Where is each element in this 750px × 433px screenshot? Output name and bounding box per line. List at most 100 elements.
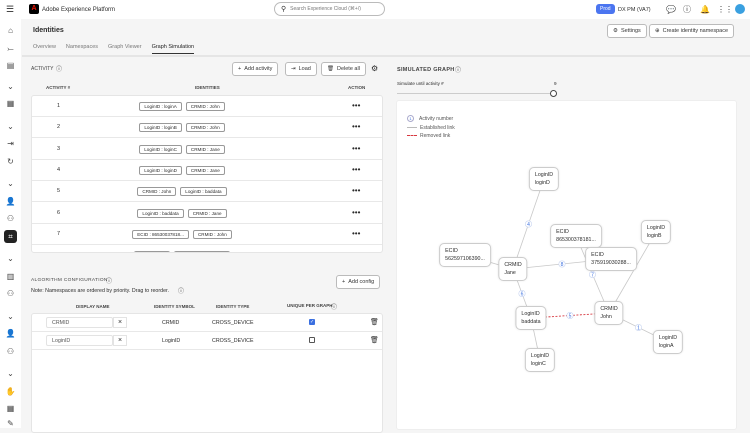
analytics-icon[interactable]: ▥	[6, 272, 15, 281]
clear-icon[interactable]: ×	[113, 317, 127, 328]
edit-icon[interactable]: ✎	[7, 419, 14, 428]
graph-node[interactable]: LoginID loginB	[640, 220, 672, 244]
identity-chip[interactable]: CRMID : John	[137, 187, 177, 197]
identity-chip[interactable]: LoginID : loginD	[139, 165, 182, 175]
help-icon[interactable]: ⓘ	[683, 5, 691, 14]
apps-grid-icon[interactable]: ⋮⋮	[717, 5, 733, 14]
graph-node[interactable]: CRMID John	[594, 301, 624, 325]
info-icon[interactable]: ⓘ	[331, 305, 338, 311]
chevron-down-icon[interactable]: ⌄	[7, 179, 14, 188]
more-actions-icon[interactable]: •••	[352, 228, 361, 238]
identity-chip[interactable]: CRMID : Jane	[187, 208, 227, 218]
activity-slider[interactable]	[397, 93, 552, 94]
identity-chip[interactable]: ECID : 86530037818...	[132, 229, 189, 239]
groups-icon[interactable]: ⚇	[6, 347, 15, 356]
sources-icon[interactable]: ▦	[6, 99, 15, 108]
graph-node[interactable]: ECID 562597106390...	[439, 243, 491, 267]
activity-table[interactable]: 1 LoginID : loginA CRMID : John ••• 2 LoginID…	[31, 95, 383, 253]
graph-node[interactable]: LoginID loginC	[524, 348, 556, 372]
add-activity-button[interactable]: + Add activity	[232, 62, 279, 76]
activity-row[interactable]: 7 ECID : 86530037818... CRMID : John •••	[32, 224, 382, 245]
more-actions-icon[interactable]: •••	[352, 207, 361, 217]
activity-row[interactable]: 4 LoginID : loginD CRMID : Jane •••	[32, 160, 382, 181]
user-icon[interactable]: 👤	[5, 329, 16, 338]
profile-icon[interactable]: 👤	[5, 197, 16, 206]
activity-row[interactable]: 3 LoginID : loginC CRMID : Jane •••	[32, 139, 382, 160]
graph-node[interactable]: ECID 375919030288...	[585, 247, 637, 271]
app-title[interactable]: Adobe Experience Platform	[42, 6, 116, 13]
audiences-icon[interactable]: ⚇	[6, 289, 15, 298]
info-icon[interactable]: ⓘ	[455, 68, 462, 74]
graph-node[interactable]: CRMID Jane	[498, 257, 528, 281]
more-actions-icon[interactable]: •••	[352, 164, 361, 174]
more-actions-icon[interactable]: •••	[352, 186, 361, 196]
identity-chip[interactable]: LoginID : baddata	[180, 187, 227, 197]
unique-checkbox[interactable]: ✓	[309, 319, 315, 325]
col-identity-symbol: IDENTITY SYMBOL	[154, 304, 195, 309]
tab-graph-simulation[interactable]: Graph Simulation	[151, 44, 195, 54]
load-button[interactable]: ⇥ Load	[285, 62, 317, 76]
activity-row[interactable]: 5 CRMID : John LoginID : baddata •••	[32, 181, 382, 203]
chevron-down-icon[interactable]: ⌄	[7, 122, 14, 131]
org-switcher[interactable]: DX PM (VA7)	[618, 6, 651, 13]
ingest-icon[interactable]: ⇥	[7, 139, 14, 148]
info-icon[interactable]: ⓘ	[56, 67, 63, 73]
clear-icon[interactable]: ×	[113, 335, 127, 346]
chevron-down-icon[interactable]: ⌄	[7, 82, 14, 91]
menu-icon[interactable]: ☰	[6, 4, 15, 14]
chevron-down-icon[interactable]: ⌄	[7, 254, 14, 263]
feedback-icon[interactable]: 💬	[666, 5, 676, 14]
settings-button[interactable]: ⚙ Settings	[607, 24, 647, 38]
tab-overview[interactable]: Overview	[33, 44, 56, 50]
env-badge[interactable]: Prod	[596, 4, 615, 14]
activity-row[interactable]: 2 LoginID : loginB CRMID : John •••	[32, 117, 382, 139]
activity-row[interactable]: 1 LoginID : loginA CRMID : John •••	[32, 96, 382, 117]
identities-icon[interactable]: ⌗	[4, 230, 17, 243]
graph-node[interactable]: LoginID loginD	[528, 167, 560, 191]
tab-namespaces[interactable]: Namespaces	[65, 44, 99, 50]
delete-all-button[interactable]: 🗑 Delete all	[321, 62, 366, 76]
graph-node[interactable]: ECID 865300378181...	[550, 224, 602, 248]
identity-chip[interactable]: CRMID : John	[185, 102, 225, 111]
avatar[interactable]	[735, 4, 745, 14]
chevron-down-icon[interactable]: ⌄	[7, 312, 14, 321]
trash-icon[interactable]: 🗑	[370, 319, 379, 326]
identity-chip[interactable]: LoginID : loginC	[139, 144, 182, 154]
graph-node[interactable]: LoginID baddata	[515, 306, 547, 330]
privacy-icon[interactable]: ✋	[5, 387, 16, 396]
slider-handle[interactable]	[550, 90, 557, 97]
identity-chip[interactable]: CRMID : John	[185, 123, 225, 133]
more-actions-icon[interactable]: •••	[352, 143, 361, 153]
config-row[interactable]: LoginID × LoginID CROSS_DEVICE 🗑	[32, 332, 382, 350]
more-actions-icon[interactable]: •••	[352, 101, 361, 110]
config-row[interactable]: CRMID × CRMID CROSS_DEVICE ✓ 🗑	[32, 314, 382, 332]
search-input[interactable]: ⚲ Search Experience Cloud (⌘+/)	[274, 2, 385, 16]
trash-icon[interactable]: 🗑	[370, 337, 379, 344]
identity-chip[interactable]: LoginID : loginB	[139, 123, 182, 133]
add-config-button[interactable]: + Add config	[336, 275, 381, 289]
export-icon[interactable]: ↻	[7, 157, 14, 166]
catalog-icon[interactable]: ▤	[6, 61, 15, 70]
create-namespace-button[interactable]: ⊕ Create identity namespace	[649, 24, 735, 38]
graph-node[interactable]: LoginID loginA	[652, 330, 684, 354]
info-icon[interactable]: ⓘ	[106, 279, 113, 285]
info-icon[interactable]: ⓘ	[178, 289, 185, 295]
identity-chip[interactable]: CRMID : John	[192, 229, 232, 239]
identity-chip[interactable]: CRMID : Jane	[185, 165, 225, 175]
segments-icon[interactable]: ⚇	[6, 214, 15, 223]
identity-chip[interactable]: LoginID : baddata	[137, 208, 184, 218]
chevron-down-icon[interactable]: ⌄	[7, 369, 14, 378]
display-name-input[interactable]: LoginID	[46, 335, 113, 346]
display-name-input[interactable]: CRMID	[46, 317, 113, 328]
tab-graph-viewer[interactable]: Graph Viewer	[108, 44, 142, 50]
home-icon[interactable]: ⌂	[8, 26, 13, 35]
bell-icon[interactable]: 🔔	[700, 5, 710, 14]
identity-chip[interactable]: CRMID : Jane	[185, 144, 225, 154]
connections-icon[interactable]: ⤚	[7, 43, 14, 53]
table-icon[interactable]: ▦	[6, 404, 15, 413]
more-actions-icon[interactable]: •••	[352, 122, 361, 132]
identity-chip[interactable]: LoginID : loginA	[139, 102, 182, 111]
unique-checkbox[interactable]	[309, 337, 315, 343]
activity-row[interactable]: 6 LoginID : baddata CRMID : Jane •••	[32, 203, 382, 224]
gear-icon[interactable]: ⚙	[371, 64, 379, 73]
